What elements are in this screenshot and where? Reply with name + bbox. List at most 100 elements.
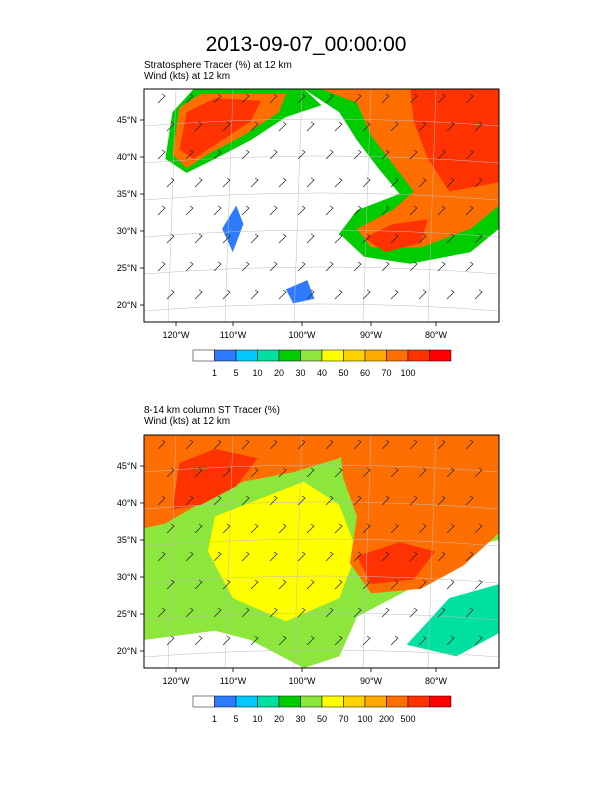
wind-barb [241,149,250,160]
tracer-south-patch [286,280,315,304]
meridian-line [167,435,177,668]
wind-barb [166,233,175,244]
wind-barb [334,177,343,188]
colorbar-swatch [257,695,280,708]
wind-barb [437,551,446,562]
wind-barb [194,177,203,188]
wind-barb [362,289,371,300]
wind-barb [194,121,203,132]
colorbar-swatch [214,349,237,362]
wind-barb [278,467,287,478]
wind-barb [269,149,278,160]
colorbar-swatch [407,695,430,708]
wind-barb [325,149,334,160]
wind-barb [166,523,175,534]
colorbar-swatch [321,695,344,708]
colorbar-label: 40 [317,368,327,378]
colorbar-label: 5 [233,714,238,724]
y-tick-label: 45°N [117,461,137,471]
wind-barb [446,523,455,534]
map-field [144,89,499,322]
wind-barb [465,93,474,104]
wind-barb [390,523,399,534]
wind-barb [446,233,455,244]
meridian-line [293,89,303,322]
panel-subtitle-variable: Stratosphere Tracer (%) at 12 km [144,60,292,71]
wind-barb [194,579,203,590]
wind-barb [306,467,315,478]
map-frame [143,88,500,323]
wind-barb [213,607,222,618]
wind-barb [185,149,194,160]
colorbar-label: 20 [274,714,284,724]
wind-barb [381,261,390,272]
wind-barb [269,439,278,450]
wind-barb [390,579,399,590]
parallel-line [144,575,499,584]
wind-barb [390,635,399,646]
colorbar-swatch [386,695,409,708]
wind-barb [269,93,278,104]
y-tick-label: 20°N [117,300,137,310]
wind-barb [222,121,231,132]
colorbar-label: 20 [274,368,284,378]
wind-barb [465,149,474,160]
colorbar-swatch [407,349,430,362]
wind-barb [194,233,203,244]
colorbar-swatch [214,695,237,708]
wind-barb [157,205,166,216]
wind-barb [353,149,362,160]
wind-barb [381,93,390,104]
wind-barb [241,495,250,506]
wind-barb [278,523,287,534]
wind-barb [213,439,222,450]
wind-barb [250,635,259,646]
tracer-column-atlantic [406,584,499,657]
colorbar-swatch [278,695,301,708]
wind-barb [306,233,315,244]
wind-barb [474,233,483,244]
wind-barb [418,523,427,534]
meridian-line [427,435,437,668]
wind-barb [381,551,390,562]
panel-subtitle-wind: Wind (kts) at 12 km [144,71,230,82]
colorbar-label: 70 [338,714,348,724]
tracer-sw-patch [222,205,244,253]
colorbar-swatch [386,349,409,362]
wind-barb [185,205,194,216]
wind-barb [166,177,175,188]
wind-barb [437,149,446,160]
y-tick-label: 40°N [117,152,137,162]
wind-barb [241,439,250,450]
x-tick-label: 120°W [162,676,190,686]
wind-barb [241,93,250,104]
wind-barb [446,579,455,590]
colorbar-swatch [192,349,215,362]
wind-barb [381,149,390,160]
parallel-line [144,303,499,312]
y-tick-label: 25°N [117,609,137,619]
colorbar-label: 30 [295,714,305,724]
parallel-line [144,229,499,238]
wind-barb [353,551,362,562]
meridian-line [362,89,372,322]
colorbar-swatch [192,695,215,708]
wind-barb [297,439,306,450]
colorbar-swatch [235,349,258,362]
map-frame [143,434,500,669]
wind-barb [353,205,362,216]
y-tick-label: 35°N [117,189,137,199]
wind-barb [241,607,250,618]
main-title: 2013-09-07_00:00:00 [205,33,407,56]
y-tick-label: 20°N [117,646,137,656]
wind-barb [362,635,371,646]
wind-barb [297,607,306,618]
colorbar-swatch [278,349,301,362]
colorbar-swatch [300,695,323,708]
wind-barb [213,205,222,216]
wind-barb [446,121,455,132]
colorbar-swatch [429,695,452,708]
wind-barb [418,289,427,300]
wind-barb [418,177,427,188]
